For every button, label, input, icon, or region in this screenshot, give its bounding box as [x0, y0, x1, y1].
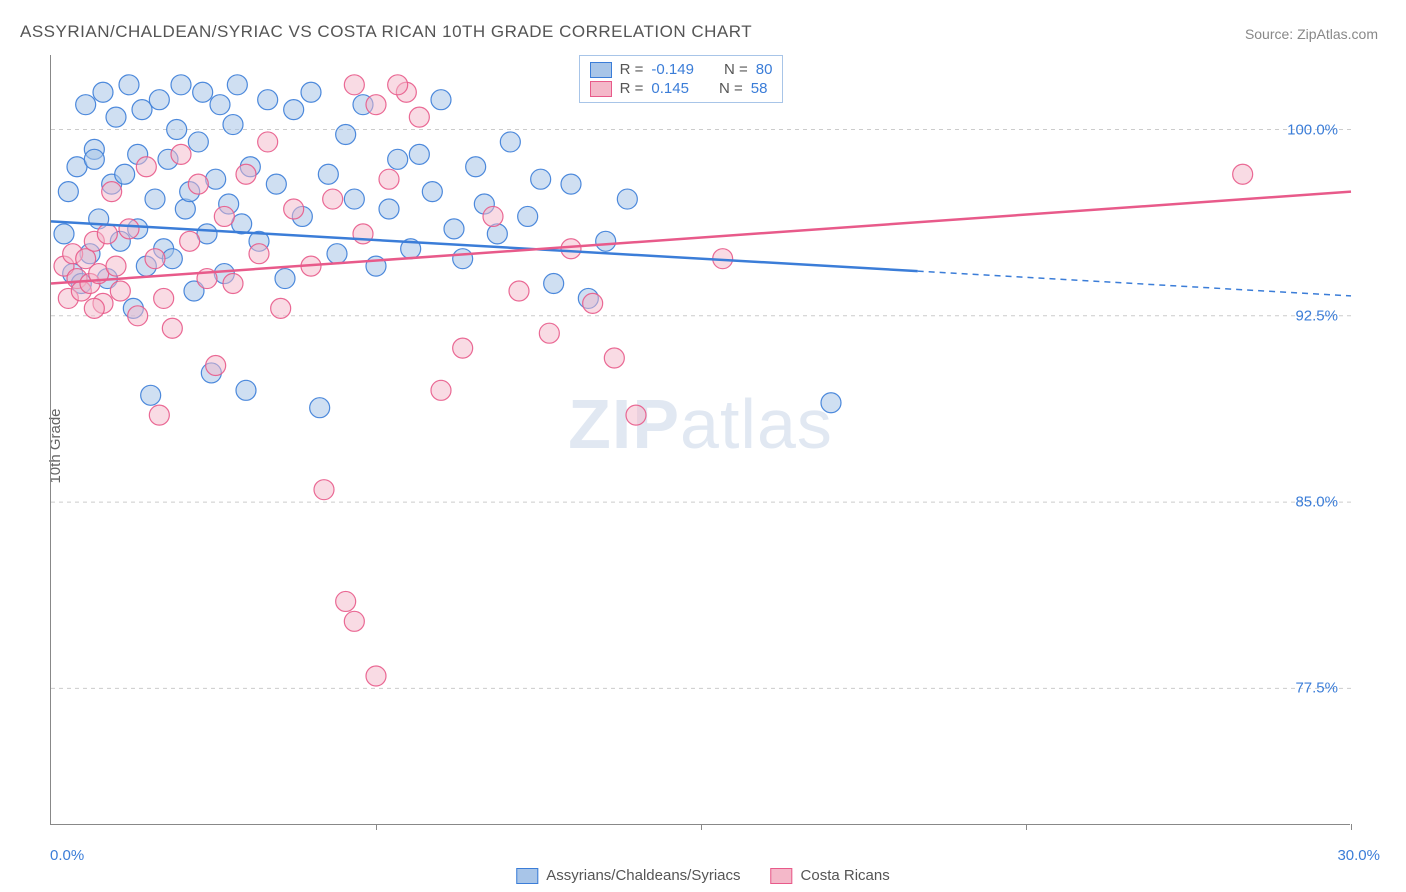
xtick-mark — [376, 824, 377, 830]
legend-bottom: Assyrians/Chaldeans/Syriacs Costa Ricans — [516, 867, 889, 884]
plot-svg — [51, 55, 1350, 824]
correlation-chart: ASSYRIAN/CHALDEAN/SYRIAC VS COSTA RICAN … — [0, 0, 1406, 892]
legend-swatch — [590, 81, 612, 97]
ytick-label: 92.5% — [1295, 307, 1338, 324]
xtick-label-max: 30.0% — [1337, 847, 1380, 864]
legend-swatch — [771, 868, 793, 884]
chart-title: ASSYRIAN/CHALDEAN/SYRIAC VS COSTA RICAN … — [20, 22, 752, 42]
plot-area: ZIPatlas 77.5%85.0%92.5%100.0% — [50, 55, 1350, 825]
correlation-legend: R =-0.149N =80R =0.145N =58 — [579, 55, 784, 103]
ytick-label: 77.5% — [1295, 680, 1338, 697]
source-label: Source: ZipAtlas.com — [1245, 26, 1378, 42]
xtick-mark — [701, 824, 702, 830]
xtick-mark — [1351, 824, 1352, 830]
legend-swatch — [516, 868, 538, 884]
legend-row: R =-0.149N =80 — [590, 60, 773, 79]
legend-item: Assyrians/Chaldeans/Syriacs — [516, 867, 740, 884]
ytick-label: 100.0% — [1287, 121, 1338, 138]
xtick-label-min: 0.0% — [50, 847, 84, 864]
legend-item: Costa Ricans — [771, 867, 890, 884]
ytick-label: 85.0% — [1295, 494, 1338, 511]
xtick-mark — [1026, 824, 1027, 830]
legend-row: R =0.145N =58 — [590, 79, 773, 98]
legend-swatch — [590, 62, 612, 78]
